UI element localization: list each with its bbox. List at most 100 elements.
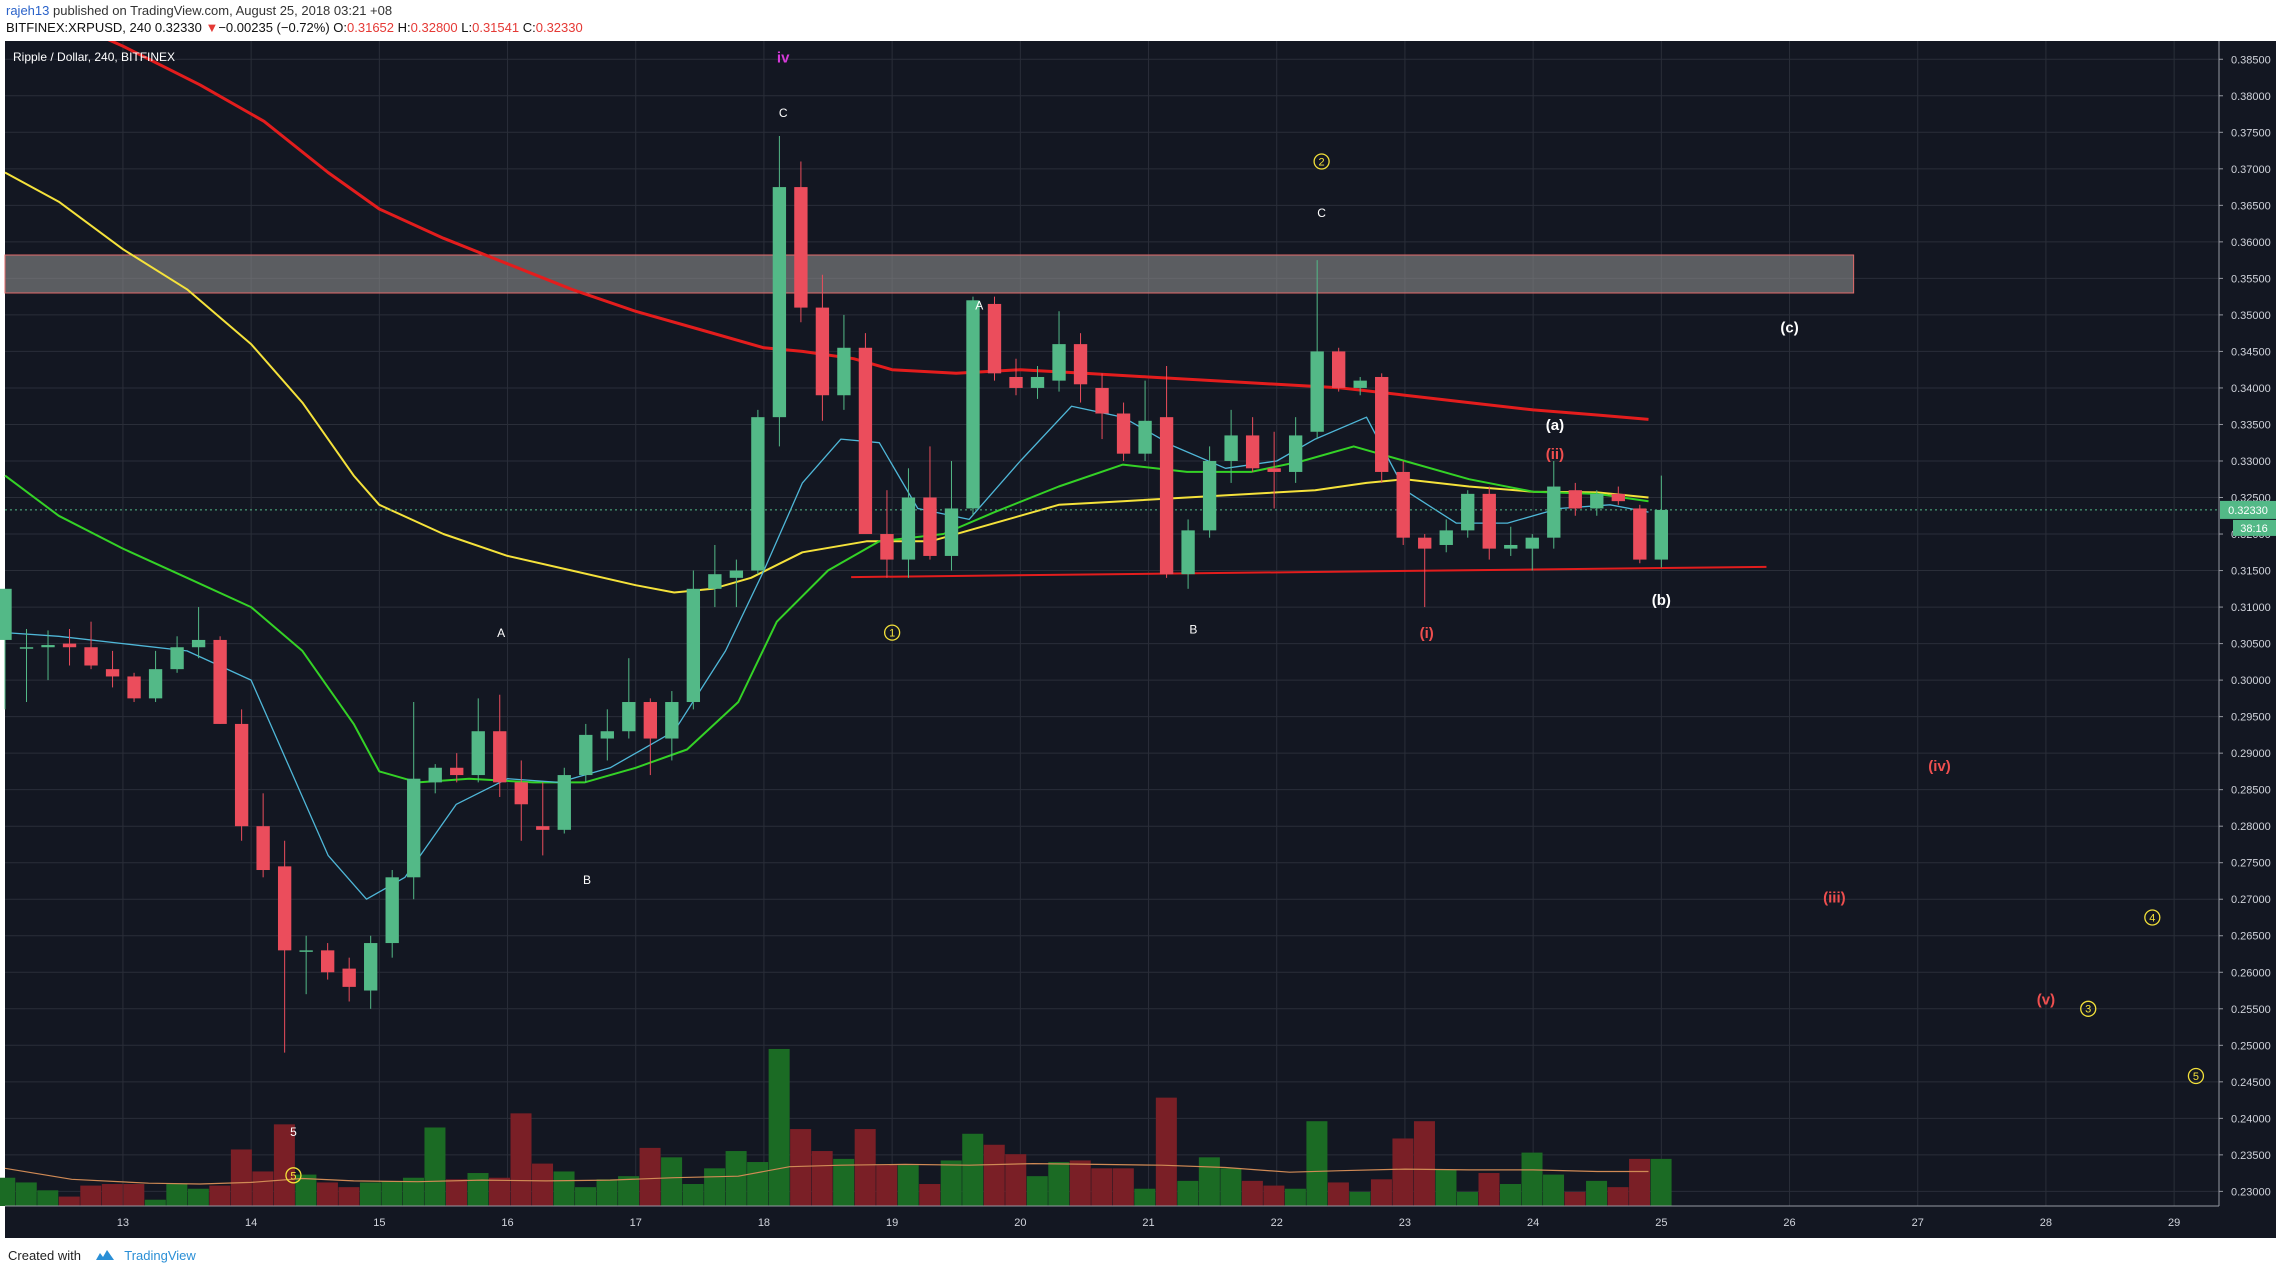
volume-bar <box>1048 1162 1070 1206</box>
volume-bar <box>166 1184 188 1206</box>
open-value: 0.31652 <box>347 20 395 35</box>
y-tick-label: 0.28500 <box>2231 785 2271 797</box>
volume-bar <box>1112 1168 1134 1206</box>
open-label: O: <box>333 20 348 35</box>
wave-label-circle <box>883 624 901 641</box>
candle-body <box>1181 530 1195 575</box>
candlesticks <box>0 135 1669 1053</box>
volume-bar <box>1413 1121 1435 1206</box>
countdown-text: 38:16 <box>2240 523 2268 535</box>
volume-bar <box>273 1124 295 1206</box>
time-axis-labels: 13 14 15 16 17 18 19 20 21 22 23 24 25 26 27 28 29 <box>117 1217 2180 1229</box>
candle-body <box>256 826 270 871</box>
volume-bar <box>532 1163 554 1206</box>
volume-bar <box>187 1188 209 1206</box>
volume-bar <box>876 1165 898 1206</box>
y-tick-label: 0.31000 <box>2231 602 2271 614</box>
candle-body <box>1654 509 1669 560</box>
volume-bar <box>209 1185 231 1206</box>
volume-bar <box>596 1179 618 1206</box>
wave-label: (a) <box>1546 417 1564 434</box>
candle-body <box>213 639 227 724</box>
volume-bar <box>639 1147 661 1206</box>
wave-label: C <box>779 106 788 120</box>
candle-body <box>1418 537 1432 549</box>
candle-body <box>901 497 916 560</box>
price-axis[interactable] <box>2219 41 2276 1238</box>
x-tick-label: 29 <box>2168 1217 2180 1229</box>
candle-body <box>858 347 873 535</box>
publish-text: published on TradingView.com, August 25,… <box>53 3 393 18</box>
candle-body <box>1288 435 1303 472</box>
publish-info: rajeh13 published on TradingView.com, Au… <box>6 3 392 20</box>
volume-bar <box>1241 1180 1263 1206</box>
volume-bar <box>1500 1184 1522 1206</box>
x-tick-label: 27 <box>1912 1217 1924 1229</box>
y-tick-label: 0.38000 <box>2231 91 2271 103</box>
volume-bar <box>101 1184 123 1206</box>
candle-body <box>170 647 184 670</box>
current-price-tag: 0.32330 38:16 <box>2220 500 2276 536</box>
volume-bar <box>1435 1169 1457 1206</box>
volume-bar <box>252 1171 274 1206</box>
candle-body <box>364 943 378 991</box>
volume-bar <box>37 1190 59 1206</box>
price-tag-value: 0.32330 <box>2228 505 2268 517</box>
volume-bar <box>1134 1188 1156 1206</box>
volume-bar <box>553 1171 575 1206</box>
volume-bar <box>661 1157 683 1206</box>
volume-bar <box>144 1199 166 1206</box>
candle-body <box>299 950 313 952</box>
volume-bar <box>768 1048 790 1206</box>
candle-body <box>0 588 12 640</box>
candle-body <box>84 647 98 666</box>
candle-body <box>1159 417 1174 575</box>
wave-label: 5 <box>290 1170 296 1182</box>
time-axis[interactable] <box>5 1206 2219 1238</box>
candle-body <box>815 307 830 396</box>
price-axis-labels: 0.38500 0.38000 0.37500 0.37000 0.36500 0.360… <box>2219 54 2271 1198</box>
ohlc-header: BITFINEX:XRPUSD, 240 0.32330 ▼−0.00235 (… <box>6 20 583 38</box>
y-tick-label: 0.30500 <box>2231 639 2271 651</box>
candle-body <box>1611 493 1625 502</box>
x-tick-label: 21 <box>1142 1217 1154 1229</box>
candle-body <box>944 508 959 556</box>
volume-bar <box>338 1187 360 1206</box>
down-arrow-icon: ▼ <box>205 20 219 35</box>
tradingview-logo-icon <box>95 1249 115 1264</box>
candle-body <box>1009 376 1023 388</box>
volume-bar <box>682 1184 704 1206</box>
wave-label: 3 <box>2085 1004 2091 1016</box>
volume-bar <box>1220 1168 1242 1206</box>
wave-label: (c) <box>1780 320 1798 337</box>
candle-body <box>320 950 335 973</box>
author-name[interactable]: rajeh13 <box>6 3 50 18</box>
candle-body <box>1375 376 1389 472</box>
ema-green-line <box>4 445 1649 784</box>
volume-bar <box>1198 1157 1220 1206</box>
wave-label: (v) <box>2037 992 2055 1009</box>
wave-label: (ii) <box>1546 446 1564 463</box>
volume-bar <box>725 1151 747 1206</box>
candle-body <box>19 647 34 649</box>
volume-bar <box>1327 1182 1349 1206</box>
last-price: 0.32330 <box>154 20 202 35</box>
candle-body <box>1138 420 1152 454</box>
candle-body <box>772 187 787 418</box>
volume-bar <box>1177 1180 1199 1206</box>
tradingview-link[interactable]: TradingView <box>124 1248 196 1263</box>
volume-bar <box>1069 1160 1091 1206</box>
wave-label: A <box>975 299 983 313</box>
candle-body <box>1245 435 1260 469</box>
close-value: 0.32330 <box>535 20 583 35</box>
volume-bar <box>897 1165 919 1206</box>
volume-bar <box>1650 1158 1672 1206</box>
wave-annotations: iv C A C A B B (a) (b) (c) (ii) (i) (iv) (iii) (v) 5 1 2 3… <box>285 49 2205 1184</box>
volume-bar <box>1543 1174 1565 1206</box>
candle-body <box>729 570 744 578</box>
x-tick-label: 14 <box>245 1217 257 1229</box>
y-tick-label: 0.35500 <box>2231 273 2271 285</box>
candle-body <box>234 723 249 827</box>
price-chart[interactable]: ivCACABB(a)(b)(c)(ii)(i)(iv)(iii)(v)5123… <box>0 41 2276 1238</box>
plot-background <box>5 41 2219 1206</box>
